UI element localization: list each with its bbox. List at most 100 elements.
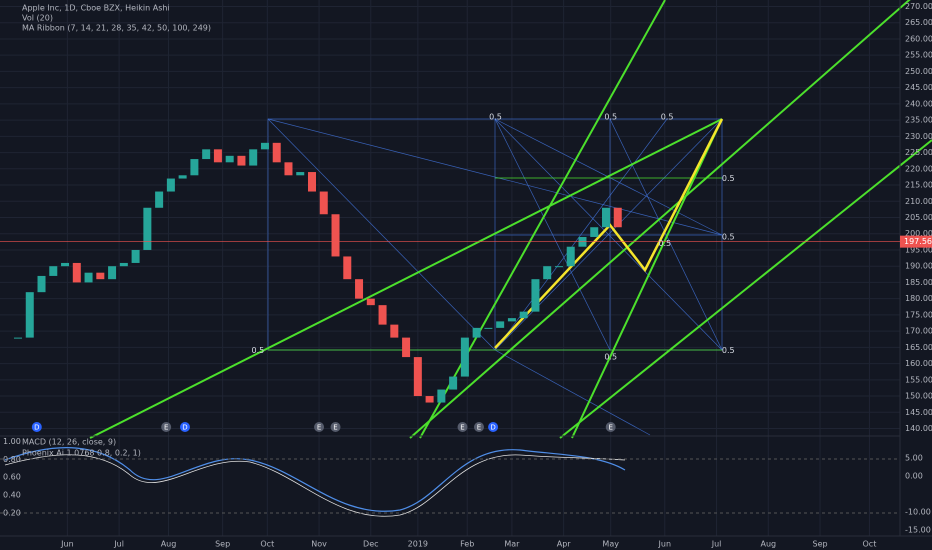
candle [249, 149, 258, 166]
candle [613, 207, 622, 228]
candle [213, 149, 222, 163]
x-tick-label: Aug [760, 540, 776, 549]
candle [155, 191, 164, 208]
candle [96, 272, 105, 280]
candle [507, 318, 516, 322]
candle [108, 266, 117, 280]
last-price-box [900, 235, 932, 248]
y-tick-label: 170.00 [905, 327, 932, 336]
candle [460, 337, 469, 377]
candle [355, 279, 364, 299]
x-tick-label: Feb [460, 540, 474, 549]
drawings [89, 0, 932, 439]
trend-line [571, 118, 723, 439]
y-tick-label: 200.00 [905, 229, 932, 238]
y-tick-label: 250.00 [905, 67, 932, 76]
candle [402, 337, 411, 358]
fib-label: 0.5 [722, 346, 735, 355]
event-badge [605, 422, 616, 432]
x-tick-label: Oct [260, 540, 274, 549]
x-tick-label: Oct [863, 540, 877, 549]
candle [272, 142, 281, 163]
candle [590, 227, 599, 237]
candle [296, 172, 305, 176]
candle [225, 155, 234, 163]
candle [543, 266, 552, 280]
y2-tick-label: 0.00 [905, 471, 923, 480]
y-tick-label: 205.00 [905, 213, 932, 222]
y-tick-label: 265.00 [905, 18, 932, 27]
candle [84, 272, 93, 283]
y-tick-label: 0.20 [3, 509, 21, 518]
candle [366, 298, 375, 306]
y-tick-label: 160.00 [905, 359, 932, 368]
event-label: E [460, 424, 464, 432]
y-tick-label: 180.00 [905, 294, 932, 303]
x-tick-label: May [602, 540, 619, 549]
indicator-label: MA Ribbon (7, 14, 21, 28, 35, 42, 50, 10… [22, 24, 211, 33]
fan-line [494, 118, 668, 351]
title: Apple Inc, 1D, Cboe BZX, Heikin Ashi [22, 4, 170, 13]
candle [319, 191, 328, 215]
event-badge [161, 422, 172, 432]
candle [61, 262, 70, 267]
candle [260, 142, 269, 150]
fib-label: 0.5 [489, 112, 502, 121]
event-badge [179, 422, 190, 432]
candle [202, 149, 211, 160]
x-tick-label: Aug [161, 540, 177, 549]
candle [72, 262, 81, 283]
candle [178, 175, 187, 179]
x-tick-label: Mar [504, 540, 520, 549]
fib-label: 0.5 [604, 112, 617, 121]
candle [531, 279, 540, 312]
x-tick-label: Apr [557, 540, 572, 549]
y-tick-label: 255.00 [905, 51, 932, 60]
candle [472, 327, 481, 338]
candle [14, 337, 22, 339]
candle [413, 357, 422, 397]
candle [331, 214, 340, 257]
event-label: E [333, 424, 337, 432]
y-tick-label: 150.00 [905, 392, 932, 401]
y-tick-label: 195.00 [905, 245, 932, 254]
y-tick-label: 235.00 [905, 116, 932, 125]
fib-label: 0.5 [658, 239, 671, 248]
y-tick-label: 185.00 [905, 278, 932, 287]
indicator-label: Phoenix Ai 1.0768 0.8, 0.2, 1) [22, 449, 141, 458]
y-tick-label: 175.00 [905, 310, 932, 319]
event-badge [31, 422, 42, 432]
fib-label: 0.5 [252, 346, 265, 355]
y2-tick-label: 5.00 [905, 453, 923, 462]
y-tick-label: 0.80 [3, 455, 21, 464]
indicator-label: MACD (12, 26, close, 9) [22, 438, 116, 447]
last-price-label: 197.56 [904, 237, 932, 246]
x-tick-label: Sep [812, 540, 827, 549]
x-tick-label: Jun [658, 540, 672, 549]
candle [308, 172, 316, 192]
x-tick-label: Jul [113, 540, 124, 549]
x-tick-label: Nov [311, 540, 327, 549]
trend-line [89, 118, 723, 439]
y-tick-label: 215.00 [905, 181, 932, 190]
fan-line [609, 118, 723, 351]
candle [484, 327, 493, 329]
candle [237, 155, 246, 166]
event-label: E [164, 424, 168, 432]
event-badge [457, 422, 468, 432]
trend-line [559, 139, 932, 439]
event-label: D [34, 424, 39, 432]
y-tick-label: 240.00 [905, 99, 932, 108]
y-tick-label: 140.00 [905, 424, 932, 433]
price-marks [14, 142, 622, 403]
trend-line [419, 0, 666, 439]
y-tick-label: 0.40 [3, 491, 21, 500]
macd-line [4, 447, 626, 512]
y2-tick-label: -15.00 [905, 525, 931, 534]
fan-line [494, 118, 611, 351]
candle [390, 324, 399, 338]
event-badge [330, 422, 341, 432]
y-tick-label: 230.00 [905, 132, 932, 141]
